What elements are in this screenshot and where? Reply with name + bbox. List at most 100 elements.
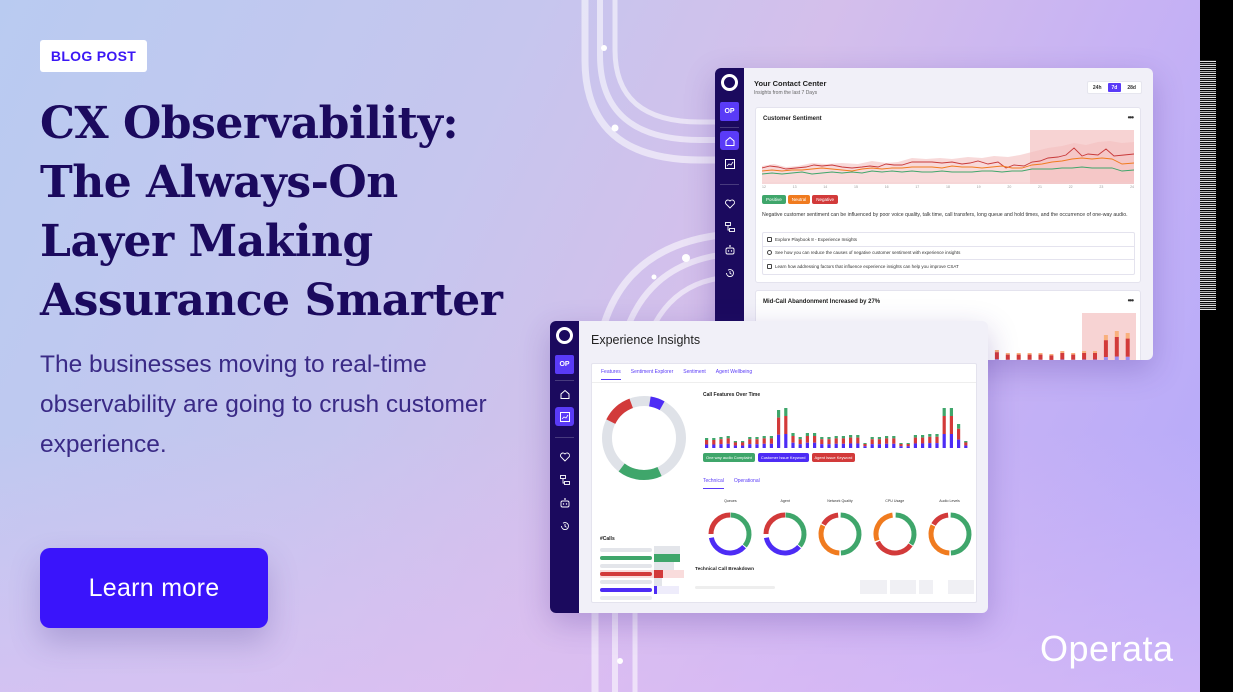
insight-links: Explore Playbook 8 - Experience Insights… [762, 232, 1135, 275]
page-subtitle: Insights from the last 7 Days [754, 90, 818, 96]
range-24h[interactable]: 24h [1092, 85, 1102, 91]
time-range-toggle: 24h 7d 28d [1086, 81, 1142, 94]
calls-bar-list [600, 546, 684, 600]
x-axis: 12 13 14 15 16 17 18 19 20 21 22 23 24 [762, 185, 1134, 189]
page-title: Experience Insights [591, 333, 701, 347]
legend-neutral[interactable]: Neutral [787, 195, 811, 204]
breakdown-title: Technical Call Breakdown [695, 567, 755, 572]
org-avatar[interactable]: OP [720, 102, 739, 121]
divider [720, 127, 739, 128]
edge-artifact [1200, 60, 1216, 310]
arrow-circle-icon [767, 250, 772, 256]
x-tick: 24 [1130, 185, 1134, 189]
home-icon[interactable] [720, 131, 739, 150]
legend-customer-issue[interactable]: Customer Issue Keyword [757, 453, 809, 462]
tab-sentiment-explorer[interactable]: Sentiment Explorer [630, 369, 674, 375]
history-icon[interactable] [555, 516, 574, 535]
legend-one-way-audio[interactable]: One way audio Complaint [703, 453, 755, 462]
operata-logo-icon [721, 74, 738, 91]
x-tick: 21 [1038, 185, 1042, 189]
x-tick: 18 [946, 185, 950, 189]
sentiment-legend: Positive Neutral Negative [762, 195, 839, 204]
sentiment-line-chart [762, 130, 1134, 184]
heartbeat-icon[interactable] [720, 194, 739, 213]
link-label: Explore Playbook 8 - Experience Insights [775, 236, 858, 242]
donut-label-audio: Audio Levels [939, 499, 960, 503]
x-tick: 13 [792, 185, 797, 189]
chart-title: Call Features Over Time [703, 392, 761, 398]
app-sidebar: OP [550, 321, 579, 613]
divider [555, 437, 574, 438]
card-title: Mid-Call Abandonment Increased by 27% [763, 299, 881, 305]
tab-bar: Features Sentiment Explorer Sentiment Ag… [601, 369, 752, 380]
flow-icon[interactable] [555, 470, 574, 489]
range-28d[interactable]: 28d [1127, 85, 1136, 91]
link-label: Learn how addressing factors that influe… [775, 264, 959, 270]
flow-icon[interactable] [720, 217, 739, 236]
headline-line: Assurance Smarter [40, 275, 503, 326]
external-link-icon [767, 264, 772, 270]
improve-csat-link[interactable]: Learn how addressing factors that influe… [763, 260, 1134, 274]
playbook-link[interactable]: Explore Playbook 8 - Experience Insights [763, 233, 1134, 247]
org-avatar[interactable]: OP [555, 355, 574, 374]
headline: CX Observability: The Always-On Layer Ma… [40, 94, 560, 330]
donut-label-network: Network Quality [827, 499, 853, 503]
legend-agent-issue[interactable]: Agent Issue Keyword [811, 453, 856, 462]
x-tick: 20 [1007, 185, 1012, 189]
headline-line: Layer Making [40, 216, 373, 267]
history-icon[interactable] [720, 263, 739, 282]
dashboard-icon[interactable] [555, 407, 574, 426]
x-tick: 15 [854, 185, 858, 189]
tab-technical[interactable]: Technical [703, 478, 724, 489]
heartbeat-icon[interactable] [555, 447, 574, 466]
dashboard-icon[interactable] [720, 154, 739, 173]
operata-logo-icon [556, 327, 573, 344]
donut-label-queues: Queues [724, 499, 737, 503]
sub-tab-bar: Technical Operational [703, 478, 760, 489]
donut-label-cpu: CPU Usage [885, 499, 905, 503]
more-menu-icon[interactable]: ••• [1127, 113, 1134, 122]
x-tick: 12 [762, 185, 766, 189]
app-sidebar: OP [715, 68, 744, 360]
tab-agent-wellbeing[interactable]: Agent Wellbeing [715, 369, 753, 375]
card-title: Customer Sentiment [763, 116, 822, 122]
tab-sentiment[interactable]: Sentiment [683, 369, 706, 375]
placeholder-cell [860, 580, 887, 594]
contact-center-screenshot: OP Your Contact Center Insights fr [715, 68, 1153, 360]
tab-features[interactable]: Features [601, 369, 621, 380]
playbook-icon [767, 236, 772, 242]
features-panel: Features Sentiment Explorer Sentiment Ag… [591, 363, 977, 603]
operata-logo: Operata [1040, 628, 1174, 669]
x-tick: 19 [976, 185, 981, 189]
reduce-causes-link[interactable]: See how you can reduce the causes of neg… [763, 247, 1134, 260]
range-7d[interactable]: 7d [1107, 83, 1122, 92]
legend-positive[interactable]: Positive [762, 195, 786, 204]
headline-line: CX Observability: [40, 98, 459, 149]
features-donut-chart [602, 396, 686, 480]
more-menu-icon[interactable]: ••• [1127, 296, 1134, 305]
placeholder-cell [919, 580, 933, 594]
tab-operational[interactable]: Operational [733, 478, 760, 484]
x-tick: 23 [1099, 185, 1104, 189]
link-label: See how you can reduce the causes of neg… [775, 250, 961, 256]
divider [720, 184, 739, 185]
sentiment-description: Negative customer sentiment can be influ… [762, 212, 1128, 218]
x-tick: 22 [1068, 185, 1073, 189]
x-tick: 14 [823, 185, 828, 189]
bot-icon[interactable] [720, 240, 739, 259]
placeholder-cell [948, 580, 974, 594]
features-legend: One way audio Complaint Customer Issue K… [703, 453, 856, 462]
legend-negative[interactable]: Negative [812, 195, 839, 204]
placeholder-bar [695, 586, 775, 589]
divider [555, 380, 574, 381]
divider [592, 382, 976, 383]
page-title: Your Contact Center [754, 79, 827, 88]
x-tick: 17 [915, 185, 920, 189]
hero-banner: BLOG POST CX Observability: The Always-O… [0, 0, 1200, 692]
home-icon[interactable] [555, 384, 574, 403]
technical-donut-charts [708, 512, 972, 556]
placeholder-cell [890, 580, 916, 594]
learn-more-button[interactable]: Learn more [40, 548, 268, 628]
x-tick: 16 [884, 185, 889, 189]
bot-icon[interactable] [555, 493, 574, 512]
